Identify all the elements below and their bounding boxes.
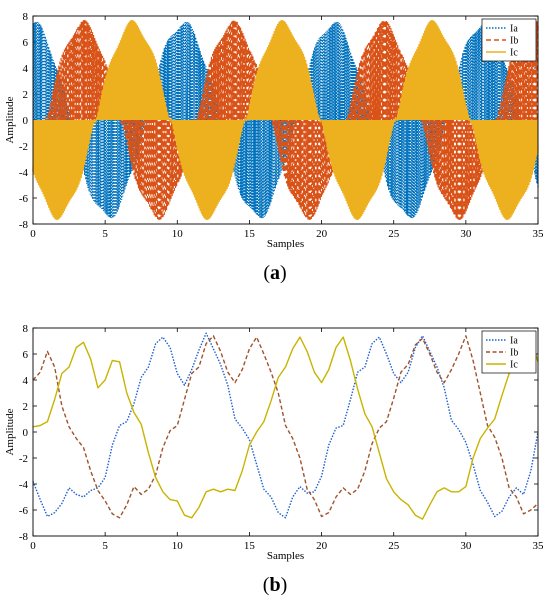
caption-b: (b): [262, 574, 288, 596]
x-tick-label: 0: [30, 228, 36, 240]
plot-border: [32, 327, 539, 537]
x-tick-label: 20: [316, 540, 328, 552]
x-axis-label: Samples: [267, 238, 304, 250]
y-axis-label: Amplitude: [4, 96, 16, 143]
y-tick-label: 0: [23, 427, 29, 439]
x-tick-label: 10: [172, 540, 184, 552]
x-tick-label: 0: [30, 540, 36, 552]
y-tick-label: -8: [19, 531, 29, 543]
legend-label-ia: Ia: [510, 336, 518, 347]
y-tick-label: -2: [19, 141, 28, 153]
x-axis-label: Samples: [267, 550, 304, 562]
legend-box: [481, 330, 537, 374]
y-tick-label: -8: [19, 219, 29, 231]
y-tick-label: -4: [19, 167, 29, 179]
plot-area: [33, 328, 538, 536]
x-tick-label: 25: [388, 540, 400, 552]
x-tick-label: 15: [244, 540, 256, 552]
x-tick-label: 15: [244, 228, 256, 240]
x-tick-label: 25: [388, 228, 400, 240]
y-tick-label: -4: [19, 479, 29, 491]
y-tick-label: 6: [23, 349, 29, 361]
series-ib: [32, 335, 539, 519]
caption-a-letter: a: [270, 262, 280, 284]
y-tick-label: 4: [23, 63, 29, 75]
series-ib: [32, 20, 539, 220]
x-tick-label: 5: [102, 228, 108, 240]
y-tick-label: 8: [23, 11, 29, 23]
x-tick-label: 5: [102, 540, 108, 552]
y-tick-label: 6: [23, 37, 29, 49]
series-ic: [32, 20, 539, 220]
x-tick-label: 35: [533, 540, 545, 552]
legend-label-ib: Ib: [510, 36, 518, 47]
y-tick-label: 2: [23, 89, 29, 101]
legend-label-ic: Ic: [510, 360, 518, 371]
y-tick-label: 8: [23, 323, 29, 335]
series-ia: [32, 332, 539, 519]
caption-b-letter: b: [269, 574, 281, 596]
y-tick-label: -2: [19, 453, 28, 465]
y-tick-label: 2: [23, 401, 29, 413]
plot-border: [32, 15, 539, 225]
chart-a: 0 5 10 15 20 25 30 35 -8 -6 -4 -2 0 2 4 6 8 Samples Amplit…: [4, 11, 544, 250]
series-ic: [32, 336, 539, 520]
x-tick-label: 10: [172, 228, 184, 240]
y-tick-label: -6: [19, 505, 29, 517]
chart-b: 0 5 10 15 20 25 30 35 -8 -6 -4 -2 0 2 4 6 8 Samples Amplit…: [4, 323, 544, 562]
y-tick-label: -6: [19, 193, 29, 205]
legend-label-ic: Ic: [510, 48, 518, 59]
y-tick-label: 0: [23, 115, 29, 127]
x-tick-label: 35: [533, 228, 545, 240]
caption-a: (a): [263, 262, 287, 284]
x-tick-label: 30: [460, 228, 472, 240]
x-tick-label: 30: [460, 540, 472, 552]
y-tick-label: 4: [23, 375, 29, 387]
y-axis-label: Amplitude: [4, 408, 16, 455]
x-tick-label: 20: [316, 228, 328, 240]
legend-label-ia: Ia: [510, 24, 518, 35]
legend-label-ib: Ib: [510, 348, 518, 359]
